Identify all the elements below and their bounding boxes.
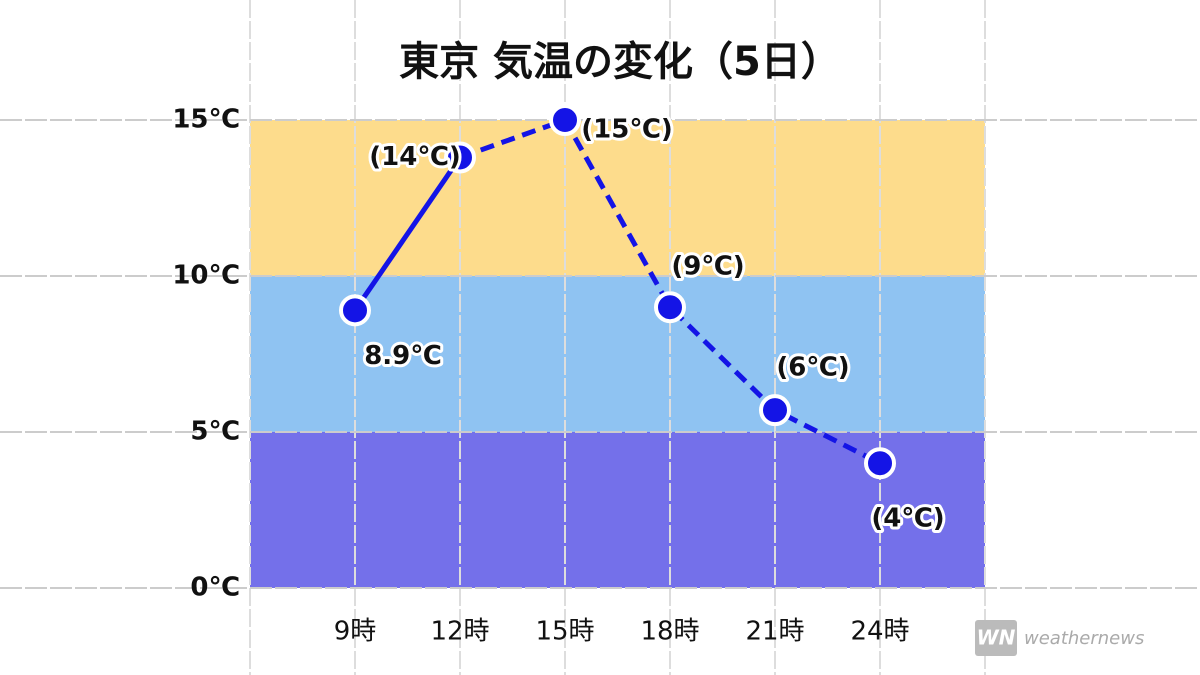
band [250,276,985,432]
point [759,394,791,427]
x-tick-label: 15時 [535,617,594,647]
point [654,291,686,324]
chart-title: 東京 気温の変化（5日） [399,39,841,85]
y-tick-label: 0℃ [190,573,240,603]
point [864,447,896,480]
value-label: 8.9℃ [364,341,442,371]
logo-letters: WN [977,626,1016,650]
point [549,104,581,136]
line [459,116,882,466]
value-label: (4℃) [871,504,944,534]
logo-mark [975,620,1017,656]
x-tick-label: 21時 [745,617,804,647]
x-tick-label: 18時 [640,617,699,647]
x-tick-label: 12時 [430,617,489,647]
band [250,120,985,276]
line [352,156,463,312]
x-tick-label: 9時 [334,617,377,647]
y-tick-label: 5℃ [190,417,240,447]
value-label: (14℃) [369,142,460,172]
point [444,141,476,174]
logo: WN weathernews [975,620,1144,656]
value-label: (15℃) [581,115,672,145]
x-tick-label: 24時 [850,617,909,647]
band [250,432,985,588]
y-tick-label: 15℃ [172,105,240,135]
point [339,294,371,327]
value-label: (6℃) [776,353,849,383]
source: weathernews [1024,628,1144,649]
y-tick-label: 10℃ [172,261,240,291]
value-label: (9℃) [671,252,744,282]
